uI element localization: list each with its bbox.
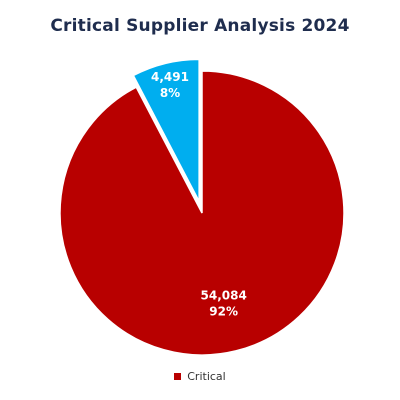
slice-label-small-percent: 8%: [160, 86, 180, 100]
slice-label-large-value: 54,084: [201, 288, 247, 302]
slice-label-large-percent: 92%: [209, 304, 238, 318]
legend-swatch-critical: [174, 373, 182, 380]
slice-label-small-value: 4,491: [151, 70, 189, 84]
pie-slice-small: [132, 58, 200, 202]
legend: Critical: [0, 370, 400, 383]
slice-label-large: 54,084 92%: [201, 288, 247, 318]
chart-title: Critical Supplier Analysis 2024: [50, 16, 350, 36]
legend-label-critical: Critical: [187, 370, 226, 383]
slice-label-small: 4,491 8%: [151, 70, 189, 100]
pie-slice-large: [59, 70, 345, 356]
